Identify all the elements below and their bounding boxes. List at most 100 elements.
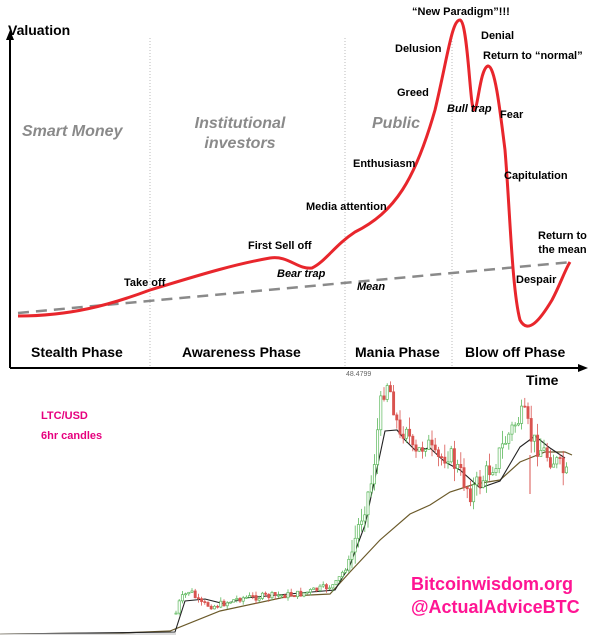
candle-body	[369, 483, 373, 493]
annotation-bull-trap: Bull trap	[447, 103, 492, 115]
candle-body	[177, 600, 181, 614]
candle-body	[417, 447, 421, 452]
candle-body	[472, 484, 476, 503]
candle-body	[350, 551, 354, 560]
candle-body	[548, 457, 552, 468]
candle-body	[488, 465, 492, 476]
candle-body	[385, 385, 389, 400]
candle-body	[504, 442, 508, 445]
candle-body	[539, 449, 543, 457]
candle-body	[267, 593, 271, 599]
candle-body	[507, 433, 511, 444]
candle-body	[222, 600, 226, 607]
candle-body	[328, 587, 332, 590]
candle-body	[347, 558, 351, 571]
candle-body	[510, 424, 514, 435]
candle-body	[289, 592, 293, 597]
x-axis-arrow	[578, 364, 588, 372]
candle-body	[372, 464, 376, 485]
phase-stealth: Stealth Phase	[31, 344, 123, 360]
candle-body	[379, 395, 383, 431]
candle-body	[513, 424, 517, 427]
candle-body	[542, 447, 546, 451]
candle-body	[235, 598, 239, 601]
candle-body	[520, 405, 524, 424]
candle-body	[440, 456, 444, 458]
candle-body	[299, 590, 303, 597]
candle-body	[433, 444, 437, 451]
annotation-return-to-normal: Return to “normal”	[483, 50, 583, 62]
candle-body	[491, 472, 495, 476]
candle-body	[276, 594, 280, 597]
candle-body	[318, 585, 322, 591]
candle-body	[340, 571, 344, 577]
candle-body	[552, 463, 556, 468]
phase-mania: Mania Phase	[355, 344, 440, 360]
candle-body	[523, 405, 527, 408]
ma-slow-line	[0, 451, 573, 635]
candle-body	[494, 468, 498, 473]
candle-body	[408, 428, 412, 437]
candle-body	[376, 429, 380, 465]
candle-body	[388, 385, 392, 393]
candle-body	[302, 592, 306, 597]
candle-body	[187, 591, 191, 595]
candle-body	[363, 514, 367, 522]
candle-body	[254, 595, 258, 601]
candle-body	[251, 595, 255, 597]
candle-body	[331, 584, 335, 589]
annotation-first-sell-off: First Sell off	[248, 240, 312, 252]
annotation-denial: Denial	[481, 30, 515, 42]
pair-label: LTC/USD	[41, 410, 88, 422]
candle-body	[238, 598, 242, 602]
candle-body	[443, 456, 447, 464]
candle-body	[190, 590, 194, 593]
candle-body	[264, 592, 268, 595]
candle-body	[206, 602, 210, 607]
annotation-greed: Greed	[397, 87, 429, 99]
candle-body	[532, 434, 536, 442]
candle-body	[529, 418, 533, 442]
candle-body	[478, 476, 482, 488]
ma-fast-line	[0, 429, 566, 635]
candle-body	[225, 602, 229, 607]
candle-body	[260, 592, 264, 599]
candle-body	[561, 457, 565, 474]
candle-body	[545, 447, 549, 458]
group-institutional: Institutional investors	[194, 115, 286, 152]
candle-body	[248, 595, 252, 598]
candle-body	[334, 580, 338, 585]
candle-body	[555, 457, 559, 465]
candle-body	[200, 598, 204, 602]
candle-body	[430, 439, 434, 446]
candle-body	[526, 406, 530, 419]
candle-body	[337, 576, 341, 581]
candle-body	[353, 537, 357, 553]
candle-body	[366, 491, 370, 516]
candle-body	[404, 428, 408, 439]
candle-body	[180, 594, 184, 602]
candle-body	[305, 591, 309, 594]
candle-body	[449, 448, 453, 463]
phase-awareness: Awareness Phase	[182, 344, 301, 360]
candle-body	[392, 391, 396, 416]
candle-body	[257, 598, 261, 601]
candle-body	[244, 596, 248, 599]
candle-body	[184, 593, 188, 596]
candle-body	[516, 423, 520, 426]
candle-body	[312, 587, 316, 590]
candle-body	[216, 605, 220, 608]
candle-body	[427, 439, 431, 450]
annotation-bear-trap: Bear trap	[277, 268, 326, 280]
candle-body	[203, 601, 207, 603]
watermark-handle: @ActualAdviceBTC	[411, 597, 580, 617]
candle-body	[484, 465, 488, 482]
candle-body	[468, 488, 472, 503]
candle-body	[420, 447, 424, 452]
candle-body	[558, 457, 562, 459]
watermark-site: Bitcoinwisdom.org	[411, 574, 573, 594]
candle-body	[273, 592, 277, 596]
y-axis-label: Valuation	[8, 22, 71, 38]
y-axis-arrow	[6, 30, 14, 40]
